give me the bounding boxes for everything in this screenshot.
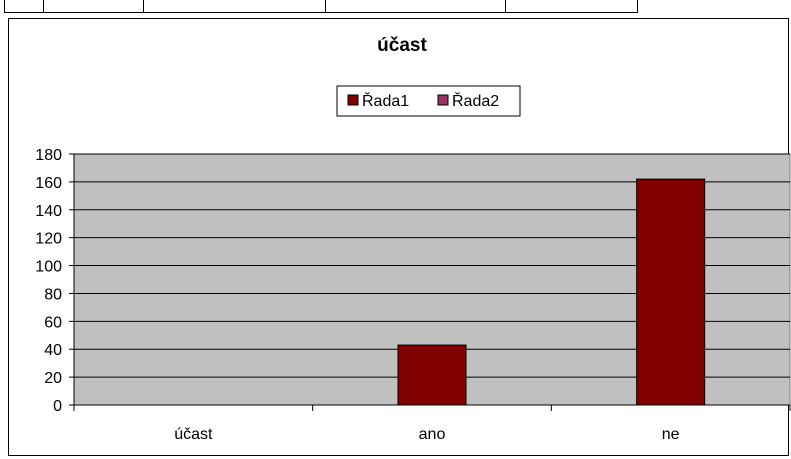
y-tick-label: 0 [53,398,62,415]
y-tick-label: 120 [35,231,62,248]
bars [397,178,706,406]
y-tick-label: 140 [35,203,62,220]
y-tick-label: 180 [35,147,62,164]
table-cell-divider [143,0,144,12]
y-tick-label: 80 [44,286,62,303]
table-cell-divider [43,0,44,12]
legend-label-rada2: Řada2 [452,91,499,110]
table-strip [4,0,638,13]
bar [397,344,467,406]
y-tick-label: 20 [44,370,62,387]
x-tick-label: ne [662,426,680,443]
bar [636,178,706,406]
axes [69,153,791,411]
legend-label-rada1: Řada1 [362,91,409,110]
legend-swatch-rada1 [347,94,359,106]
legend-box [336,85,521,117]
y-tick-label: 160 [35,175,62,192]
x-tick-label: ano [419,426,446,443]
legend-swatch-rada2 [437,94,449,106]
legend: Řada1 Řada2 [336,85,521,117]
table-cell-divider [505,0,506,12]
x-tick-label: účast [174,426,213,443]
y-tick-label: 40 [44,342,62,359]
y-tick-labels: 0 20 40 60 80 100 120 140 160 180 [35,147,62,415]
chart-title: účast [377,35,427,56]
x-tick-labels: účast ano ne [174,426,679,443]
y-tick-label: 60 [44,314,62,331]
y-tick-label: 100 [35,259,62,276]
table-cell-divider [325,0,326,12]
